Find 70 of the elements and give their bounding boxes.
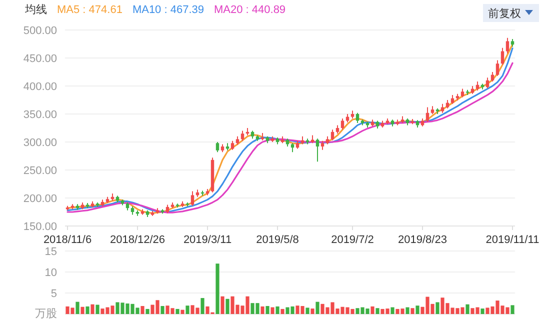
text: MA20 : 440.89 bbox=[214, 4, 286, 16]
y-tick-label: 15 bbox=[44, 246, 57, 258]
bar bbox=[90, 304, 94, 314]
bar bbox=[270, 307, 274, 314]
x-tick-label: 2019/5/8 bbox=[256, 234, 299, 246]
bar bbox=[176, 308, 180, 314]
candlestick bbox=[496, 60, 500, 76]
text: MA5 : 474.61 bbox=[57, 4, 122, 16]
bar bbox=[390, 307, 394, 314]
candlestick bbox=[500, 47, 504, 66]
y-tick-label: 450.00 bbox=[23, 53, 57, 65]
bar bbox=[260, 306, 264, 314]
candlestick bbox=[216, 142, 220, 153]
y-tick-label: 400.00 bbox=[23, 81, 57, 93]
y-tick-label: 250.00 bbox=[23, 165, 57, 177]
y-tick-label: 10 bbox=[44, 267, 57, 279]
bar bbox=[370, 306, 374, 314]
x-tick-label: 2019/7/2 bbox=[331, 234, 374, 246]
candlestick bbox=[356, 112, 360, 124]
x-tick-label: 2019/3/11 bbox=[183, 234, 232, 246]
bar bbox=[200, 298, 204, 314]
candlestick bbox=[506, 37, 510, 54]
bar bbox=[410, 308, 414, 314]
bar bbox=[466, 304, 470, 314]
y-axis-title: 万股 bbox=[35, 308, 57, 320]
bar bbox=[436, 302, 440, 314]
bar bbox=[310, 308, 314, 314]
candlestick bbox=[426, 106, 430, 122]
bar bbox=[480, 308, 484, 314]
legend-title: 均线 bbox=[24, 3, 47, 16]
y-tick-label: 500.00 bbox=[23, 25, 57, 37]
bar bbox=[406, 307, 410, 314]
x-tick-label: 2019/11/11 bbox=[486, 234, 540, 246]
candlestick bbox=[490, 72, 494, 82]
bar bbox=[86, 306, 90, 314]
bar bbox=[80, 306, 84, 314]
bar bbox=[146, 308, 150, 314]
text: MA10 : 467.39 bbox=[132, 4, 204, 16]
bar bbox=[220, 296, 224, 314]
bar bbox=[140, 306, 144, 314]
candlestick bbox=[340, 118, 344, 130]
x-tick-label: 2018/12/26 bbox=[110, 234, 166, 246]
candlestick bbox=[330, 129, 334, 141]
y-tick-label: 300.00 bbox=[23, 137, 57, 149]
bar bbox=[416, 306, 420, 314]
candlestick bbox=[190, 190, 194, 206]
candlestick bbox=[486, 77, 490, 89]
x-tick-label: 2018/11/6 bbox=[43, 234, 92, 246]
bar bbox=[316, 302, 320, 314]
bar bbox=[76, 302, 80, 314]
bar bbox=[276, 306, 280, 314]
text: 前复权 bbox=[488, 8, 521, 20]
y-tick-label: 150.00 bbox=[23, 221, 57, 233]
bar bbox=[216, 264, 220, 314]
candlestick bbox=[316, 138, 320, 162]
bar bbox=[266, 306, 270, 314]
y-tick-label: 200.00 bbox=[23, 193, 57, 205]
x-tick-label: 2019/8/23 bbox=[398, 234, 447, 246]
bar bbox=[376, 308, 380, 314]
bar bbox=[280, 308, 284, 314]
bar bbox=[180, 310, 184, 314]
bar bbox=[160, 306, 164, 314]
bar bbox=[510, 305, 514, 314]
bar bbox=[226, 298, 230, 314]
bar bbox=[186, 306, 190, 314]
y-tick-label: 5 bbox=[50, 288, 57, 300]
y-tick-label: 350.00 bbox=[23, 109, 57, 121]
bar bbox=[96, 304, 100, 314]
bar bbox=[306, 308, 310, 314]
candlestick bbox=[240, 130, 244, 142]
